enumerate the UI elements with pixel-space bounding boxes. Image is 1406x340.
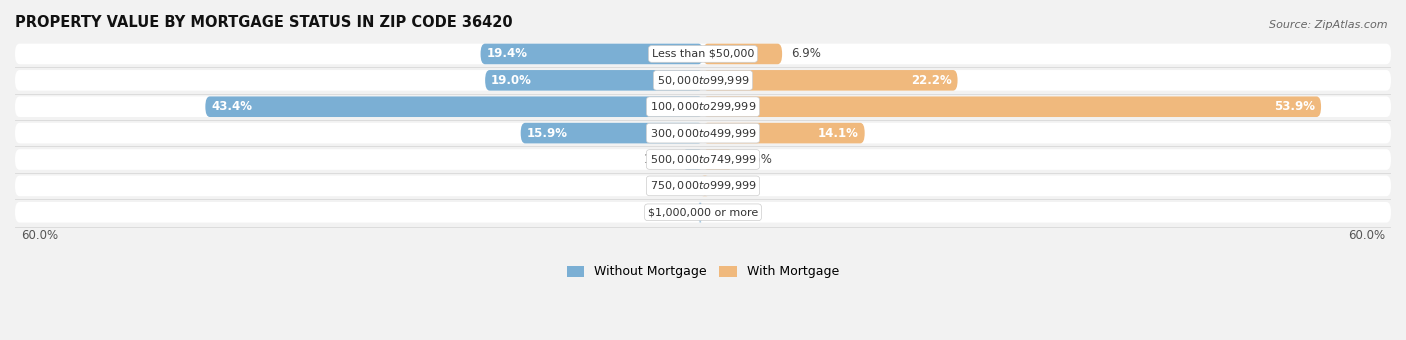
Text: $500,000 to $749,999: $500,000 to $749,999 (650, 153, 756, 166)
FancyBboxPatch shape (703, 123, 865, 143)
FancyBboxPatch shape (703, 44, 782, 64)
Text: 0.0%: 0.0% (713, 206, 742, 219)
FancyBboxPatch shape (15, 175, 1391, 196)
Text: 19.4%: 19.4% (486, 48, 527, 61)
Text: PROPERTY VALUE BY MORTGAGE STATUS IN ZIP CODE 36420: PROPERTY VALUE BY MORTGAGE STATUS IN ZIP… (15, 15, 513, 30)
Text: 6.9%: 6.9% (792, 48, 821, 61)
Text: 22.2%: 22.2% (911, 74, 952, 87)
Text: 2.6%: 2.6% (742, 153, 772, 166)
Text: Source: ZipAtlas.com: Source: ZipAtlas.com (1270, 20, 1388, 30)
FancyBboxPatch shape (15, 123, 1391, 143)
Text: 14.1%: 14.1% (818, 126, 859, 140)
Text: 0.0%: 0.0% (664, 180, 693, 192)
Text: $300,000 to $499,999: $300,000 to $499,999 (650, 126, 756, 140)
FancyBboxPatch shape (703, 175, 707, 196)
FancyBboxPatch shape (15, 97, 1391, 117)
Text: 19.0%: 19.0% (491, 74, 531, 87)
Text: 0.33%: 0.33% (716, 180, 754, 192)
Text: 60.0%: 60.0% (21, 229, 58, 242)
FancyBboxPatch shape (485, 70, 703, 91)
FancyBboxPatch shape (15, 149, 1391, 170)
Text: 0.49%: 0.49% (651, 206, 688, 219)
Text: $1,000,000 or more: $1,000,000 or more (648, 207, 758, 217)
Text: 15.9%: 15.9% (526, 126, 568, 140)
FancyBboxPatch shape (481, 44, 703, 64)
Text: 1.8%: 1.8% (644, 153, 673, 166)
Text: $50,000 to $99,999: $50,000 to $99,999 (657, 74, 749, 87)
Legend: Without Mortgage, With Mortgage: Without Mortgage, With Mortgage (567, 266, 839, 278)
Text: 53.9%: 53.9% (1274, 100, 1316, 113)
FancyBboxPatch shape (682, 149, 703, 170)
FancyBboxPatch shape (15, 44, 1391, 64)
FancyBboxPatch shape (703, 97, 1322, 117)
Text: Less than $50,000: Less than $50,000 (652, 49, 754, 59)
FancyBboxPatch shape (703, 70, 957, 91)
Text: 43.4%: 43.4% (211, 100, 252, 113)
FancyBboxPatch shape (15, 70, 1391, 91)
FancyBboxPatch shape (15, 202, 1391, 223)
FancyBboxPatch shape (520, 123, 703, 143)
FancyBboxPatch shape (205, 97, 703, 117)
Text: $750,000 to $999,999: $750,000 to $999,999 (650, 180, 756, 192)
FancyBboxPatch shape (703, 149, 733, 170)
Text: 60.0%: 60.0% (1348, 229, 1385, 242)
FancyBboxPatch shape (697, 202, 703, 223)
Text: $100,000 to $299,999: $100,000 to $299,999 (650, 100, 756, 113)
